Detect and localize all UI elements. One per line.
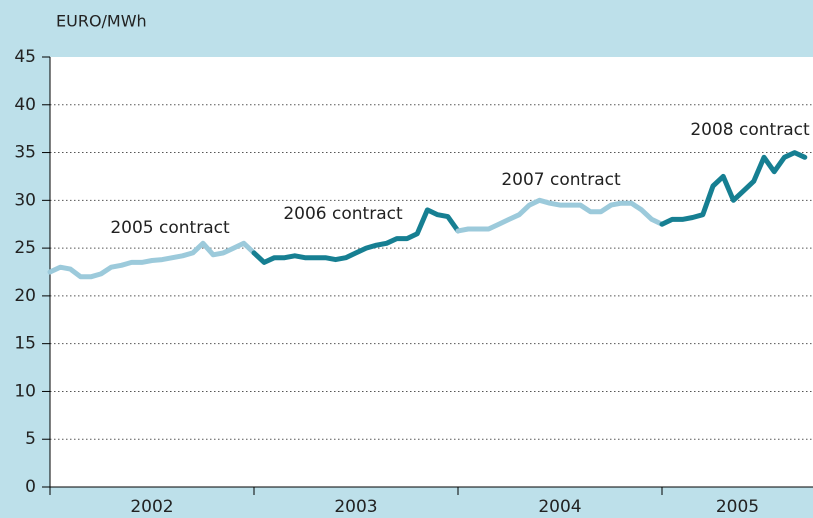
y-tick-label: 15 (14, 334, 36, 354)
plot-area (50, 57, 813, 487)
x-tick-label: 2002 (130, 497, 173, 517)
x-tick-label: 2005 (716, 497, 759, 517)
series-line (659, 150, 808, 227)
series-line (251, 207, 461, 265)
x-tick-label: 2003 (334, 497, 377, 517)
series-label: 2007 contract (501, 170, 621, 190)
y-tick-label: 25 (14, 238, 36, 258)
y-tick-label: 10 (14, 381, 36, 401)
y-tick-label: 5 (25, 429, 36, 449)
y-tick-label: 20 (14, 286, 36, 306)
y-tick-label: 0 (25, 477, 36, 497)
series-label: 2005 contract (110, 218, 230, 238)
series-line (455, 197, 665, 234)
y-tick-label: 35 (14, 143, 36, 163)
y-axis-label: EURO/MWh (56, 12, 147, 31)
y-tick-label: 45 (14, 47, 36, 67)
x-tick-label: 2004 (538, 497, 581, 517)
series-label: 2008 contract (690, 120, 810, 140)
y-tick-label: 30 (14, 190, 36, 210)
series-label: 2006 contract (283, 204, 403, 224)
series-line (47, 240, 257, 280)
y-tick-label: 40 (14, 95, 36, 115)
